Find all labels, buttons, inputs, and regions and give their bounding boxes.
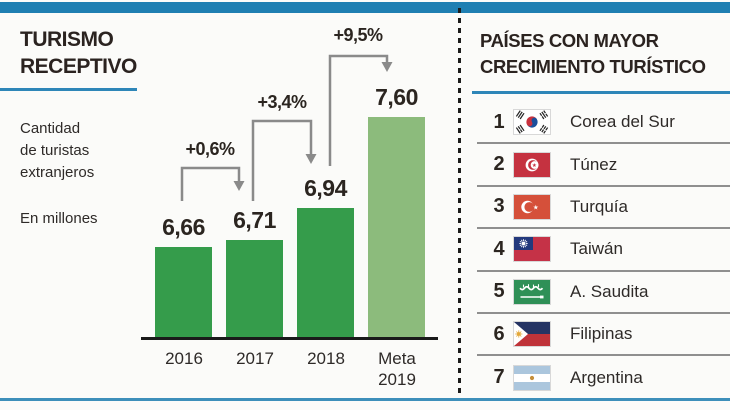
bar-value-2018: 6,94 bbox=[304, 175, 347, 201]
saudi-arabia-flag-icon bbox=[513, 278, 551, 305]
country-name: Argentina bbox=[570, 367, 643, 387]
bar-rect-2017 bbox=[226, 240, 283, 338]
philippines-flag-icon bbox=[513, 321, 551, 348]
growth-label-2017-2018: +3,4% bbox=[257, 92, 307, 112]
bar-value-2017: 6,71 bbox=[233, 207, 276, 233]
bar-value-meta-2019: 7,60 bbox=[375, 84, 418, 110]
bar-rect-2018 bbox=[297, 208, 354, 338]
bar-rect-2016 bbox=[155, 247, 212, 338]
right-panel-title: PAÍSES CON MAYOR CRECIMIENTO TURÍSTICO bbox=[480, 30, 706, 77]
rank-number: 6 bbox=[493, 322, 505, 345]
rank-number: 7 bbox=[493, 366, 505, 389]
arrowhead-2017 bbox=[233, 181, 245, 191]
bottom-accent-bar bbox=[0, 398, 730, 401]
bar-group-2017: 6,71 bbox=[226, 207, 283, 338]
rank-number: 1 bbox=[493, 110, 505, 133]
rank-number: 4 bbox=[493, 237, 505, 260]
axis-label-2017: 2017 bbox=[236, 349, 274, 368]
ranking-row-turquia: 3 ★ Turquía bbox=[477, 187, 730, 230]
ranking-row-taiwan: 4 Taiwán bbox=[477, 229, 730, 272]
country-name: Turquía bbox=[570, 196, 628, 216]
country-ranking-list: 1 bbox=[477, 102, 730, 399]
arrowhead-meta bbox=[381, 62, 393, 72]
bar-value-2016: 6,66 bbox=[162, 214, 205, 240]
chart-unit-note: En millones bbox=[20, 210, 98, 227]
svg-text:★: ★ bbox=[532, 162, 537, 168]
ranking-row-saudita: 5 A. Saudita bbox=[477, 272, 730, 314]
ranking-row-corea: 1 bbox=[477, 102, 730, 145]
growth-label-2016-2017: +0,6% bbox=[185, 139, 235, 159]
ranking-row-argentina: 7 Argentina bbox=[477, 356, 730, 398]
rank-number: 2 bbox=[493, 153, 505, 176]
country-name: Filipinas bbox=[570, 324, 633, 344]
bar-group-2018: 6,94 bbox=[297, 175, 354, 338]
tunisia-flag-icon: ★ bbox=[513, 151, 551, 178]
growth-label-2018-meta: +9,5% bbox=[333, 25, 383, 45]
south-korea-flag-icon bbox=[513, 109, 551, 136]
panel-divider-dashed bbox=[458, 8, 461, 398]
axis-label-2018: 2018 bbox=[307, 349, 345, 368]
left-title-underline bbox=[0, 88, 137, 91]
axis-label-2016: 2016 bbox=[165, 349, 203, 368]
bar-rect-meta-2019 bbox=[368, 117, 425, 338]
country-name: Corea del Sur bbox=[570, 112, 675, 132]
left-panel-title: TURISMO RECEPTIVO bbox=[20, 28, 137, 78]
right-title-underline bbox=[472, 91, 730, 94]
bar-group-meta-2019: 7,60 bbox=[368, 84, 425, 338]
svg-text:★: ★ bbox=[533, 204, 539, 211]
rank-number: 3 bbox=[493, 195, 505, 218]
x-axis-line bbox=[141, 337, 438, 340]
ranking-row-tunez: 2 ★ Túnez bbox=[477, 144, 730, 187]
country-name: Túnez bbox=[570, 154, 618, 174]
country-name: A. Saudita bbox=[570, 281, 649, 301]
top-accent-bar bbox=[0, 2, 730, 13]
taiwan-flag-icon bbox=[513, 236, 551, 263]
arrowhead-2018 bbox=[305, 154, 317, 164]
bar-group-2016: 6,66 bbox=[155, 214, 212, 338]
ranking-row-filipinas: 6 Filipinas bbox=[477, 314, 730, 357]
rank-number: 5 bbox=[493, 280, 505, 303]
country-name: Taiwán bbox=[570, 239, 623, 259]
argentina-flag-icon bbox=[513, 364, 551, 391]
axis-label-meta-2019: Meta 2019 bbox=[378, 349, 416, 389]
bracket-2016-2017 bbox=[180, 166, 241, 201]
chart-subtitle: Cantidad de turistas extranjeros bbox=[20, 120, 95, 181]
turkey-flag-icon: ★ bbox=[513, 193, 551, 220]
